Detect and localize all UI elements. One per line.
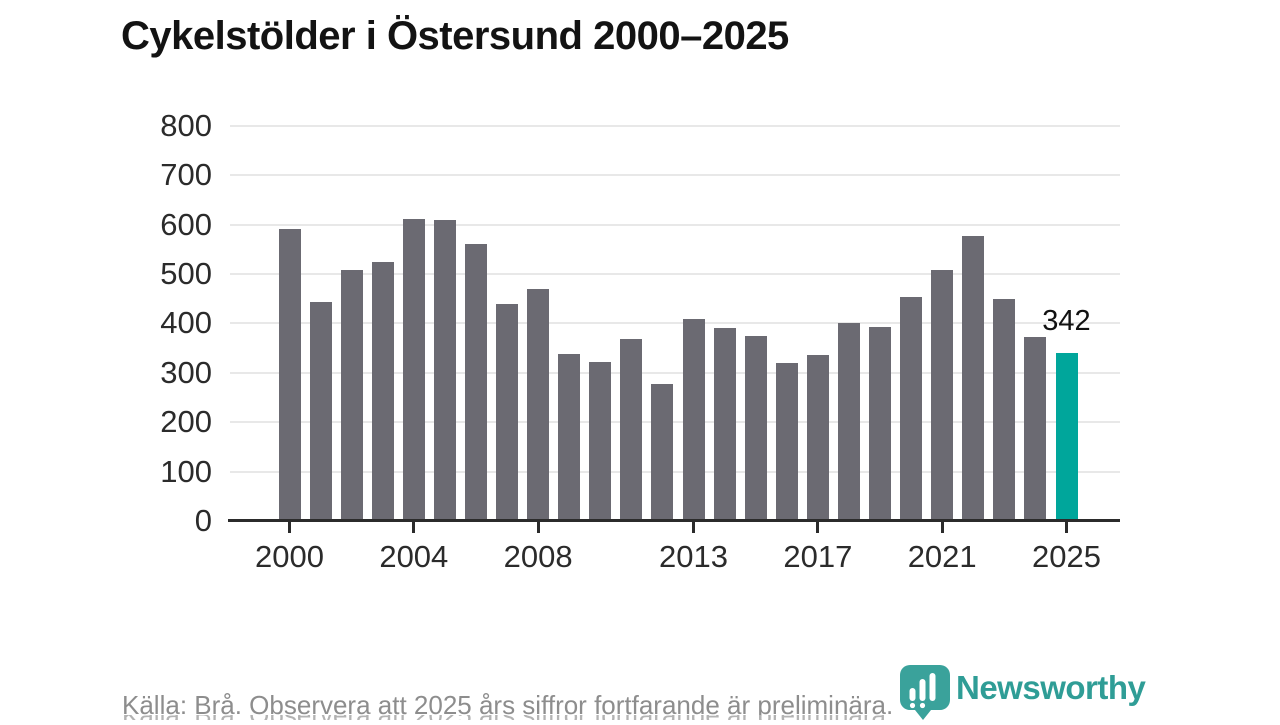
x-axis-tick [940,522,944,533]
source-note: Källa: Brå. Observera att 2025 års siffr… [122,690,894,720]
value-annotation: 342 [1042,305,1091,337]
x-axis-tick [536,522,540,533]
clipped-footer-sliver: Källa: Brå. Observera att 2025 års siffr… [122,715,1032,720]
chart-title: Cykelstölder i Östersund 2000–2025 [121,14,789,58]
newsworthy-logo-text: Newsworthy [956,669,1146,706]
bar [651,384,674,522]
gridline [230,470,1120,473]
bar [558,354,581,522]
bar [744,336,767,522]
bar [775,363,798,522]
logo-dot-right [919,702,926,709]
x-axis-tick [692,522,696,533]
gridline [230,174,1120,177]
y-axis-label: 500 [160,256,212,291]
y-axis-label: 300 [160,354,212,390]
logo-bar-tall [929,673,936,701]
x-axis-tick [1065,522,1068,533]
bar [931,270,954,522]
gridline [230,273,1120,275]
x-axis-tick [412,522,416,533]
gridline [230,421,1120,424]
x-axis-tick [816,522,820,533]
x-axis-tick [288,522,291,533]
bar [993,299,1016,522]
bar [464,244,487,522]
bar-accent [1055,353,1078,522]
x-axis-label: 2025 [1032,539,1101,574]
bar [1024,337,1047,522]
y-axis-label: 100 [160,453,212,489]
y-axis-label: 800 [160,107,212,143]
clipped-footer-text: Källa: Brå. Observera att 2025 års siffr… [122,715,1032,720]
bar [527,289,550,522]
gridline [230,322,1120,325]
x-axis-label: 2013 [659,539,729,574]
x-axis-label: 2004 [379,539,449,574]
bar [278,229,301,522]
gridline [230,371,1120,374]
newsworthy-logo-icon [897,663,951,725]
bar [806,355,829,522]
bar [433,220,456,522]
bar [589,362,612,522]
gridline [230,223,1120,226]
bar [869,327,892,522]
bar [371,262,394,522]
bar [496,304,519,522]
bar [682,319,705,522]
bar [962,236,985,522]
x-axis-label: 2021 [907,539,977,574]
logo-bar-medium [919,679,926,701]
bar [713,328,736,522]
x-axis-label: 2017 [783,539,853,574]
bar [402,219,425,522]
x-axis-line [228,519,1120,522]
x-axis-label: 2000 [255,539,324,574]
gridline [230,124,1120,127]
y-axis-label: 400 [160,305,212,341]
bar [309,302,332,522]
bar [900,297,923,522]
y-axis-label: 200 [160,404,212,440]
bar [620,339,643,522]
bar [340,270,363,522]
logo-dot-left [909,702,916,709]
logo-bar-small [909,688,916,701]
bar [837,323,860,522]
y-axis-label: 0 [194,503,212,538]
y-axis-label: 700 [160,157,212,193]
y-axis-label: 600 [160,206,212,242]
x-axis-label: 2008 [503,539,573,574]
